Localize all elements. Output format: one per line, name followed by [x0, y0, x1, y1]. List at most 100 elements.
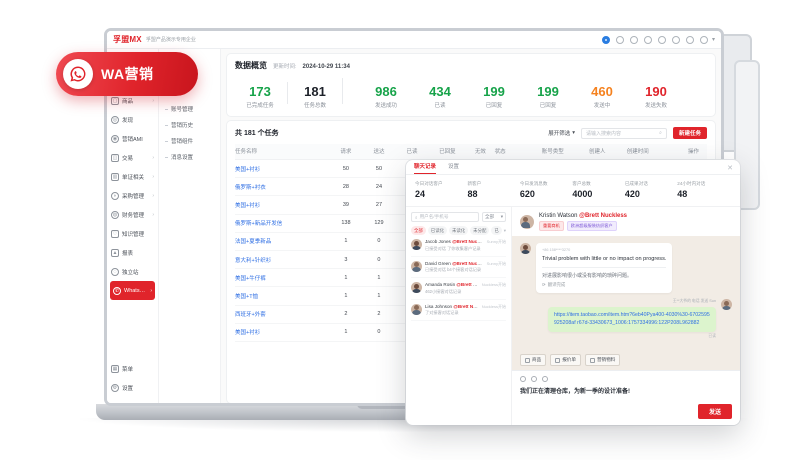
- chip-all[interactable]: 全部: [411, 226, 426, 235]
- submenu-item-history[interactable]: 营销历史: [159, 117, 220, 133]
- message-row-outgoing: 王**大爷的 电话 发送 Sun https://item.taobao.com…: [520, 299, 732, 339]
- sidebar-item-goods[interactable]: ▢ 商品 ›: [107, 91, 158, 110]
- conversation-search-input[interactable]: ⌕ 用户名/手机号: [411, 212, 479, 222]
- clock-icon[interactable]: [629, 35, 638, 44]
- list-item-name: Jacob Jones @Brett Nuckless: [425, 239, 484, 244]
- sidebar-item-label: 菜单: [122, 366, 134, 373]
- submenu-item-label: 营销组件: [171, 139, 194, 145]
- sidebar-item-menu[interactable]: ▦ 菜单: [107, 359, 158, 378]
- sidebar-item-website[interactable]: ◌ 独立站: [107, 262, 158, 281]
- whatsapp-icon[interactable]: [643, 35, 652, 44]
- stat-send-failed: 190 发送失败: [637, 85, 675, 109]
- conversation-filter-select[interactable]: 全部 ▾: [482, 212, 506, 222]
- chip-read[interactable]: 已读化: [427, 226, 447, 235]
- composer-input[interactable]: 我们正在清理仓库，为新一季的设计准备!: [520, 389, 630, 395]
- col-request: 请求: [329, 144, 363, 160]
- stat-sending: 460 发送中: [583, 85, 621, 109]
- cell-task-name[interactable]: 意大利+针织衫: [235, 250, 330, 270]
- sidebar-item-knowledge[interactable]: ♡ 知识管理: [107, 224, 158, 243]
- col-invalid: 无效: [466, 144, 495, 160]
- expand-filter-button[interactable]: 展开筛选 ▾: [548, 129, 575, 137]
- sidebar-item-label: 采购管理: [122, 193, 145, 200]
- message-bubble: +86 158****3270 Trivial problem with lit…: [536, 243, 673, 294]
- avatar: [411, 282, 422, 293]
- stat-label: 今日对话客户: [415, 181, 443, 186]
- sidebar-item-label: 财务管理: [122, 212, 145, 219]
- help-icon[interactable]: [685, 35, 694, 44]
- composer-tools: [520, 376, 732, 382]
- stat-value: 460: [591, 84, 613, 99]
- cell-task-name[interactable]: 美国+衬衫: [235, 323, 330, 342]
- stat-send-success: 986 发送成功: [367, 85, 405, 109]
- sidebar-item-marketing-ami[interactable]: ◉ 营销AMI: [107, 129, 158, 148]
- sidebar-item-reports[interactable]: ▲ 报表: [107, 243, 158, 262]
- tab-chat-history[interactable]: 聊天记录: [414, 164, 437, 174]
- outgoing-message-block: 王**大爷的 电话 发送 Sun https://item.taobao.com…: [548, 299, 716, 339]
- stat-label: 已回复: [485, 103, 503, 109]
- cell-request: 1: [329, 232, 363, 251]
- globe-icon[interactable]: [601, 35, 610, 44]
- new-task-button[interactable]: 新建任务: [672, 127, 707, 139]
- list-item[interactable]: Jacob Jones @Brett Nuckless已接受对话 了你收集客户记…: [411, 235, 506, 257]
- sidebar-item-finance[interactable]: ◍ 财务管理 ›: [107, 205, 158, 224]
- quick-button-quote[interactable]: 报价单: [550, 354, 581, 366]
- message-stamp: 王**大爷的 电话 发送 Sun: [672, 299, 716, 304]
- send-button[interactable]: 发送: [697, 404, 732, 419]
- updated-label: 更新时间:: [273, 64, 297, 70]
- chat-stat-completed-conversations: 已成果对话 420: [625, 181, 677, 199]
- submenu-item-message-settings[interactable]: 消息设置: [159, 149, 220, 165]
- chip-unassigned[interactable]: 未分配: [470, 226, 490, 235]
- list-item[interactable]: Lisa Johnson @Brett Nuc...了对接客对话记录Nuckle…: [411, 300, 506, 321]
- chip-unread[interactable]: 未读化: [448, 226, 469, 235]
- chat-stats-row: 今日对话客户 24 新客户 88 今日发消息数 620 客户总数 4000 已成…: [406, 175, 740, 207]
- submenu-item-account[interactable]: 账号管理: [159, 101, 220, 117]
- col-read: 已读: [395, 144, 429, 160]
- sidebar-item-purchase[interactable]: ◗ 采购管理 ›: [107, 186, 158, 205]
- cell-task-name[interactable]: 美国+衬衫: [235, 159, 330, 179]
- image-icon[interactable]: [542, 376, 548, 382]
- sidebar-item-trade[interactable]: ◫ 交易 ›: [107, 148, 158, 167]
- cell-delivered: 50: [362, 159, 396, 179]
- avatar-icon[interactable]: [699, 35, 708, 44]
- list-item[interactable]: Amanda Rosin @Brett Nuc...462小接客对话记录Nuck…: [411, 278, 506, 300]
- cell-task-name[interactable]: 美国+衬衫: [235, 195, 330, 215]
- headset-icon[interactable]: [615, 35, 624, 44]
- chevron-down-icon[interactable]: ▾: [503, 227, 507, 233]
- updated-value: 2024-10-29 11:34: [302, 64, 350, 70]
- sidebar-item-documents[interactable]: ▥ 单证相关 ›: [107, 167, 158, 186]
- search-input[interactable]: 请输入搜索内容 ⌕: [580, 127, 667, 139]
- cell-task-name[interactable]: 美国+牛仔裤: [235, 268, 330, 288]
- book-icon: ♡: [111, 229, 119, 238]
- quick-button-material[interactable]: 营销物料: [585, 354, 621, 366]
- message-row-incoming: +86 158****3270 Trivial problem with lit…: [520, 243, 732, 294]
- sidebar-item-settings[interactable]: ⚙ 设置: [107, 378, 158, 397]
- whatsapp-icon: [63, 59, 93, 89]
- cell-task-name[interactable]: 法国+夏季新品: [235, 232, 330, 251]
- stat-value: 190: [645, 84, 667, 99]
- cell-task-name[interactable]: 西班牙+外套: [235, 305, 330, 324]
- list-item-preview: 已接受对话 b4个接客对话记录: [425, 267, 482, 272]
- sidebar-bottom: ▦ 菜单 ⚙ 设置: [107, 359, 158, 403]
- cell-task-name[interactable]: 俄罗斯+衬衣: [235, 177, 330, 197]
- tab-settings[interactable]: 设置: [448, 164, 460, 170]
- chip-more[interactable]: 已: [491, 226, 502, 235]
- bell-icon[interactable]: [671, 35, 680, 44]
- submenu-item-components[interactable]: 营销组件: [159, 133, 220, 149]
- sidebar-item-label: 商品: [122, 98, 134, 105]
- chevron-down-icon[interactable]: ▾: [711, 37, 715, 43]
- cell-task-name[interactable]: 俄罗斯+新品开发信: [235, 214, 330, 233]
- wa-marketing-badge[interactable]: WA营销: [56, 52, 198, 96]
- sidebar-item-label: 交易: [122, 155, 134, 162]
- quick-button-product[interactable]: 商品: [520, 354, 547, 366]
- attach-icon[interactable]: [531, 376, 537, 382]
- sidebar-item-discover[interactable]: ◎ 发现: [107, 110, 158, 129]
- close-icon[interactable]: ✕: [727, 165, 733, 172]
- message-link-text[interactable]: https://item.taobao.com/item.htm?6eb40Py…: [554, 312, 710, 326]
- sidebar-item-whatsapp[interactable]: ✆ WhatsAp... ›: [110, 281, 155, 300]
- conversation-list-panel: ⌕ 用户名/手机号 全部 ▾ 全部 已读化 未读化 未分配 已 ▾ Ja: [406, 207, 512, 425]
- cell-task-name[interactable]: 美国+T恤: [235, 286, 330, 306]
- send-icon[interactable]: [657, 35, 666, 44]
- emoji-icon[interactable]: [520, 376, 526, 382]
- list-item[interactable]: David Green @Brett Nuckless已接受对话 b4个接客对话…: [411, 257, 506, 278]
- col-status: 状态: [494, 144, 542, 160]
